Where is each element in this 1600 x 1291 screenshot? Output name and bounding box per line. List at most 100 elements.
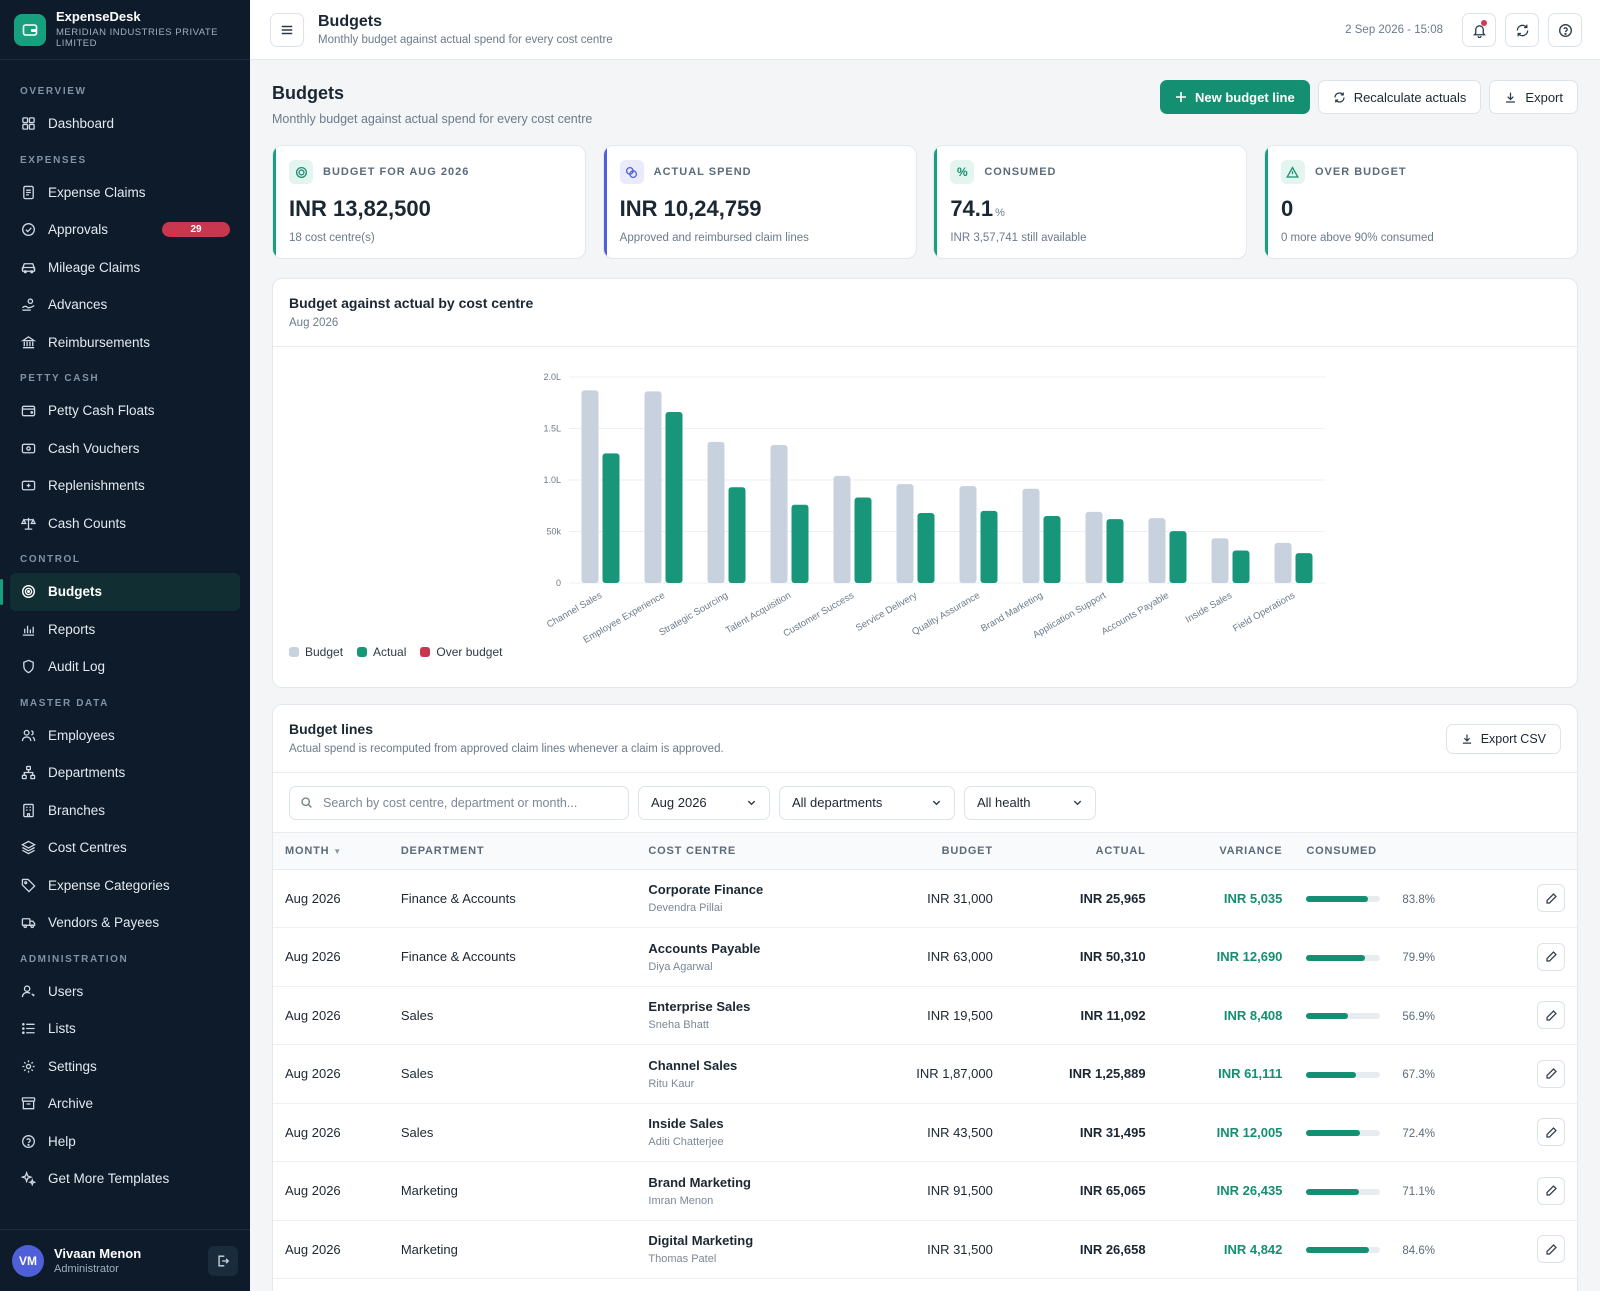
kpi-over-budget-card: Over budget 0 0 more above 90% consumed	[1263, 145, 1578, 259]
sidebar-item-approvals[interactable]: Approvals 29	[0, 211, 250, 249]
cell-actual: INR 25,965	[992, 869, 1146, 928]
column-header-department[interactable]: DEPARTMENT	[400, 833, 649, 870]
table-row: Aug 2026 Marketing Brand Marketing Imran Me…	[273, 1161, 1577, 1221]
menu-toggle-button[interactable]	[270, 12, 304, 47]
edit-button[interactable]	[1537, 1176, 1565, 1205]
sidebar-item-dashboard[interactable]: Dashboard	[0, 105, 250, 143]
sidebar-item-cash-vouchers[interactable]: Cash Vouchers	[0, 430, 250, 468]
sidebar-item-cash-counts[interactable]: Cash Counts	[0, 505, 250, 543]
edit-button[interactable]	[1537, 1235, 1565, 1264]
sidebar-item-label: Users	[48, 983, 84, 999]
sidebar-item-label: Dashboard	[48, 116, 115, 132]
edit-button[interactable]	[1537, 942, 1565, 971]
sidebar-item-audit-log[interactable]: Audit Log	[0, 648, 250, 686]
sidebar-item-expense-categories[interactable]: Expense Categories	[0, 867, 250, 905]
health-select-value: All health	[977, 795, 1031, 810]
y-tick-label: 1.5L	[543, 424, 561, 434]
budget-lines-table: MONTH ▼ DEPARTMENT COST CENTRE BUDGET AC…	[273, 833, 1577, 1279]
edit-button[interactable]	[1537, 1001, 1565, 1030]
cell-actual: INR 65,065	[992, 1161, 1146, 1221]
sidebar-item-vendors-payees[interactable]: Vendors & Payees	[0, 904, 250, 942]
recalculate-actuals-button[interactable]: Recalculate actuals	[1317, 80, 1482, 114]
cell-consumed: 56.9%	[1306, 986, 1483, 1045]
column-header-month[interactable]: MONTH ▼	[273, 833, 401, 870]
cell-budget: INR 31,000	[878, 869, 993, 928]
sidebar-item-reimbursements[interactable]: Reimbursements	[0, 324, 250, 362]
new-budget-line-label: New budget line	[1195, 89, 1295, 105]
search-input[interactable]: Search by cost centre, department or mon…	[289, 785, 629, 820]
month-select[interactable]: Aug 2026	[638, 785, 770, 820]
sidebar-item-expense-claims[interactable]: Expense Claims	[0, 174, 250, 212]
sidebar-item-help[interactable]: Help	[0, 1123, 250, 1161]
sidebar-item-settings[interactable]: Settings	[0, 1048, 250, 1086]
column-header-consumed[interactable]: CONSUMED	[1306, 833, 1483, 870]
column-header-budget[interactable]: BUDGET	[878, 833, 993, 870]
edit-button[interactable]	[1537, 1118, 1565, 1147]
kpi-value: 74.1%	[950, 196, 1230, 222]
budget-lines-card: Budget lines Actual spend is recomputed …	[272, 704, 1578, 1291]
export-csv-button[interactable]: Export CSV	[1445, 724, 1561, 754]
chevron-down-icon	[1073, 800, 1082, 806]
nav-section-overview: Overview	[20, 86, 87, 97]
table-subtitle: Actual spend is recomputed from approved…	[289, 743, 724, 755]
department-select[interactable]: All departments	[779, 785, 955, 820]
bar-budget	[644, 391, 662, 583]
sidebar-item-petty-cash-floats[interactable]: Petty Cash Floats	[0, 392, 250, 430]
notifications-button[interactable]	[1462, 13, 1496, 47]
pencil-icon	[1545, 1185, 1557, 1196]
budget-chart-card: Budget against actual by cost centre Aug…	[272, 278, 1578, 688]
legend-swatch	[420, 647, 431, 657]
logout-button[interactable]	[208, 1245, 238, 1276]
sidebar-item-get-more-templates[interactable]: Get More Templates	[0, 1160, 250, 1198]
export-button[interactable]: Export	[1489, 80, 1578, 114]
sparkle-icon	[20, 1171, 36, 1187]
cell-month: Aug 2026	[273, 927, 401, 987]
avatar: VM	[12, 1244, 44, 1277]
edit-button[interactable]	[1537, 1059, 1565, 1088]
column-header-variance[interactable]: VARIANCE	[1145, 833, 1283, 870]
consumed-progress-fill	[1306, 1071, 1357, 1078]
sidebar-item-employees[interactable]: Employees	[0, 717, 250, 755]
sidebar-item-advances[interactable]: Advances	[0, 286, 250, 324]
cell-department: Finance & Accounts	[400, 927, 649, 987]
sidebar-item-label: Cost Centres	[48, 840, 127, 856]
column-header-cost-centre[interactable]: COST CENTRE	[648, 833, 878, 870]
cell-budget: INR 43,500	[878, 1103, 993, 1162]
sidebar-item-replenishments[interactable]: Replenishments	[0, 467, 250, 505]
consumed-progress-bar	[1306, 1013, 1381, 1020]
cell-department: Sales	[400, 1103, 649, 1162]
cell-consumed: 67.3%	[1306, 1044, 1483, 1104]
refresh-icon	[1334, 91, 1345, 103]
cell-variance: INR 12,690	[1145, 927, 1283, 987]
sidebar-item-budgets[interactable]: Budgets	[0, 573, 240, 611]
cell-cost-centre: Corporate Finance Devendra Pillai	[648, 869, 878, 928]
kpi-actual-card: Actual spend INR 10,24,759 Approved and …	[602, 145, 917, 259]
edit-button[interactable]	[1537, 884, 1565, 913]
cell-budget: INR 63,000	[878, 927, 993, 987]
sidebar-item-reports[interactable]: Reports	[0, 611, 250, 649]
sidebar-item-archive[interactable]: Archive	[0, 1085, 250, 1123]
legend-item: Over budget	[420, 645, 502, 659]
sidebar-item-mileage-claims[interactable]: Mileage Claims	[0, 249, 250, 287]
column-header-actual[interactable]: ACTUAL	[992, 833, 1146, 870]
cell-spacer	[1282, 1161, 1307, 1221]
sidebar-item-lists[interactable]: Lists	[0, 1010, 250, 1048]
nav-section-control: Control	[20, 554, 81, 565]
cell-month: Aug 2026	[273, 1044, 401, 1104]
sidebar-item-cost-centres[interactable]: Cost Centres	[0, 829, 250, 867]
consumed-percent: 71.1%	[1402, 1186, 1435, 1199]
sidebar-item-users[interactable]: Users	[0, 973, 250, 1011]
new-budget-line-button[interactable]: New budget line	[1160, 80, 1310, 114]
topbar-subtitle: Monthly budget against actual spend for …	[318, 34, 613, 46]
cell-department: Marketing	[400, 1220, 649, 1279]
target-icon	[289, 160, 313, 184]
cell-consumed: 84.6%	[1306, 1220, 1483, 1279]
consumed-percent: 67.3%	[1402, 1069, 1435, 1082]
health-select[interactable]: All health	[964, 785, 1096, 820]
help-button[interactable]	[1548, 13, 1582, 47]
kpi-consumed-card: % Consumed 74.1% INR 3,57,741 still avai…	[933, 145, 1248, 259]
sidebar-item-departments[interactable]: Departments	[0, 754, 250, 792]
sidebar-item-branches[interactable]: Branches	[0, 792, 250, 830]
department-select-value: All departments	[792, 795, 883, 810]
refresh-button[interactable]	[1505, 13, 1539, 47]
